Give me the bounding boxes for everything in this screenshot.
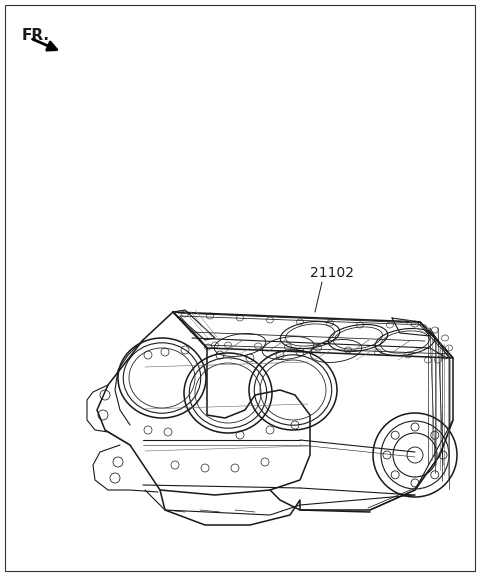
Text: 21102: 21102 xyxy=(310,266,354,280)
Text: FR.: FR. xyxy=(22,28,50,43)
